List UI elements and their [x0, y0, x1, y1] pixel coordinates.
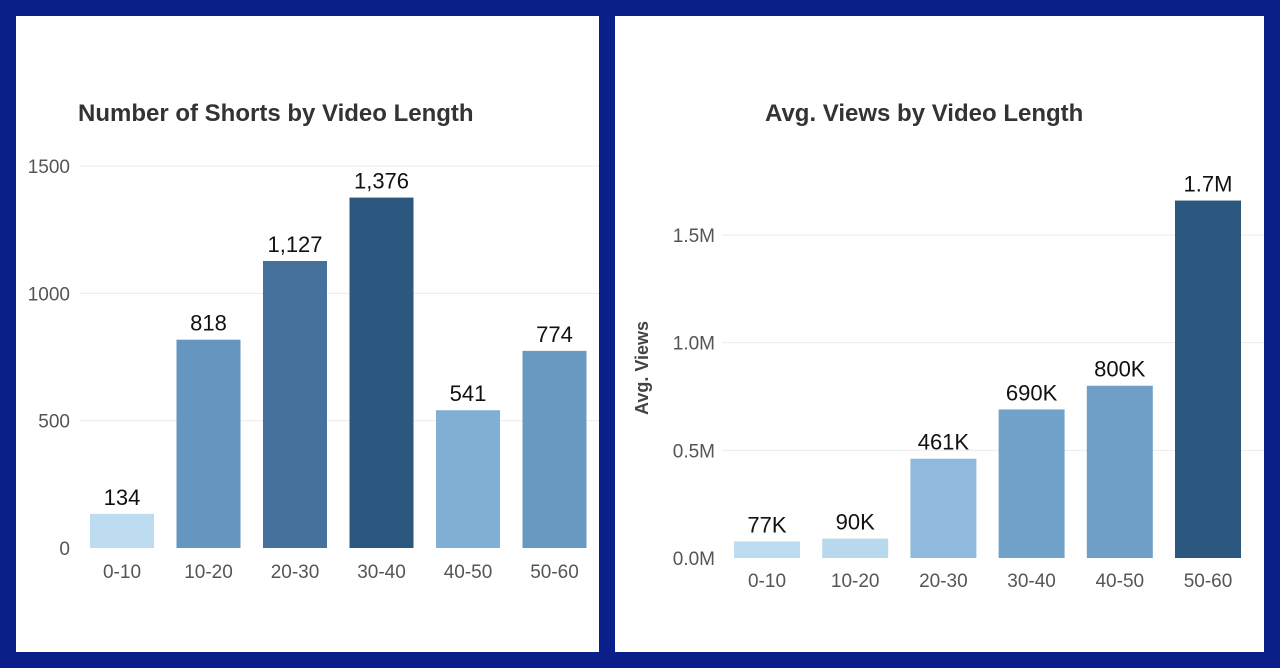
data-label: 800K	[1094, 357, 1146, 382]
data-label: 461K	[918, 430, 970, 455]
bar	[349, 197, 414, 548]
bar	[176, 339, 241, 548]
bar	[263, 260, 327, 548]
x-tick-label: 50-60	[530, 562, 579, 583]
data-label: 690K	[1006, 380, 1058, 405]
x-tick-label: 20-30	[919, 571, 968, 592]
bar	[1086, 385, 1153, 558]
bar	[1175, 200, 1241, 558]
bar-chart-avg-views: 0.0M 0.5M 1.0M 1.5M 77K 0-10 90K 10-20 461K 20-30…	[632, 172, 1264, 592]
data-label: 774	[536, 322, 573, 347]
chart-title: Avg. Views by Video Length	[765, 100, 1084, 127]
bar-chart-shorts-count: 0 500 1000 1500 134 0-10 818 10-20 1,127 20-30 1,3…	[28, 157, 599, 583]
chart-panel-avg-views: Avg. Views by Video Length 0.0M 0.5M 1.0M 1…	[615, 16, 1264, 652]
data-label: 1,376	[354, 169, 409, 194]
x-tick-label: 0-10	[103, 562, 141, 583]
x-tick-label: 20-30	[271, 562, 320, 583]
data-label: 77K	[747, 512, 786, 537]
y-tick-label: 1.5M	[673, 226, 715, 247]
x-tick-label: 10-20	[831, 571, 880, 592]
x-tick-label: 30-40	[357, 562, 406, 583]
data-label: 818	[190, 311, 227, 336]
chart-title: Number of Shorts by Video Length	[78, 100, 474, 127]
bar	[998, 409, 1065, 558]
y-axis-title: Avg. Views	[632, 321, 652, 415]
data-label: 134	[104, 485, 141, 510]
x-tick-label: 10-20	[184, 562, 233, 583]
y-tick-label: 1500	[28, 157, 70, 178]
x-tick-label: 50-60	[1184, 571, 1233, 592]
y-tick-label: 1.0M	[673, 334, 715, 355]
y-tick-label: 1000	[28, 284, 70, 305]
x-tick-label: 40-50	[1095, 571, 1144, 592]
bar	[436, 410, 500, 548]
chart-panel-shorts-count: Number of Shorts by Video Length 0 500 100…	[16, 16, 599, 652]
data-label: 541	[450, 381, 487, 406]
data-label: 1.7M	[1184, 172, 1233, 197]
bar	[910, 458, 977, 558]
x-tick-label: 30-40	[1007, 571, 1056, 592]
y-tick-label: 0.0M	[673, 549, 715, 570]
bar	[522, 350, 587, 548]
bar	[822, 538, 889, 558]
x-tick-label: 0-10	[748, 571, 786, 592]
y-tick-label: 0.5M	[673, 441, 715, 462]
x-tick-label: 40-50	[444, 562, 493, 583]
bar	[734, 541, 800, 558]
y-tick-label: 500	[38, 412, 70, 433]
y-tick-label: 0	[59, 539, 70, 560]
data-label: 90K	[836, 510, 875, 535]
bar	[90, 513, 154, 548]
data-label: 1,127	[267, 232, 322, 257]
